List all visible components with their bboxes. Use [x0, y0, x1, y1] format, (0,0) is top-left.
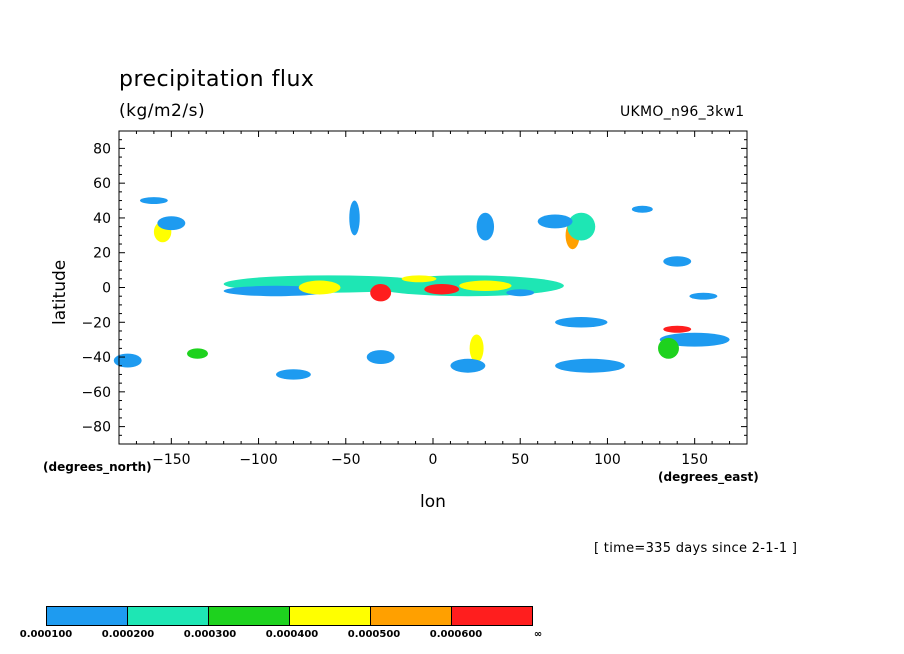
colorbar: [46, 606, 533, 626]
precip-region: [276, 369, 311, 380]
precip-region: [476, 212, 495, 241]
x-tick-label: 100: [594, 452, 621, 468]
y-tick-label: −40: [81, 350, 111, 366]
y-tick-label: 0: [102, 281, 111, 297]
axis-ticks: −150 −100 −50 0 50 100 150 80 60 40 20 0 −20 −40 −60 −8…: [81, 130, 748, 468]
model-label: UKMO_n96_3kw1: [620, 104, 745, 120]
precip-region: [555, 358, 625, 373]
precip-region: [663, 325, 692, 333]
x-tick-label: 150: [681, 452, 708, 468]
precip-region: [567, 212, 596, 241]
x-axis-label: lon: [420, 492, 446, 512]
y-tick-label: −60: [81, 385, 111, 401]
colorbar-swatch: [127, 606, 209, 626]
colorbar-label: 0.000200: [101, 629, 155, 640]
time-label: [ time=335 days since 2-1-1 ]: [594, 541, 798, 556]
colorbar-label: 0.000500: [347, 629, 401, 640]
y-axis-label: latitude: [50, 259, 70, 325]
colorbar-swatch: [208, 606, 290, 626]
colorbar-swatch: [289, 606, 371, 626]
precip-region: [469, 334, 484, 363]
colorbar-swatch: [370, 606, 452, 626]
colorbar-label: ∞: [533, 629, 543, 640]
precip-region: [157, 216, 186, 231]
y-tick-label: −20: [81, 315, 111, 331]
precip-region: [113, 353, 142, 368]
chart-title: precipitation flux: [119, 67, 315, 92]
precip-region: [366, 350, 395, 365]
chart-units: (kg/m2/s): [119, 101, 206, 121]
colorbar-label: 0.000300: [183, 629, 237, 640]
y-tick-label: 40: [93, 211, 111, 227]
x-tick-label: 0: [429, 452, 438, 468]
y-axis-units: (degrees_north): [43, 460, 152, 474]
precip-region: [459, 280, 512, 291]
colorbar-label: 0.000400: [265, 629, 319, 640]
precip-region: [401, 275, 437, 283]
x-tick-label: 50: [511, 452, 529, 468]
colorbar-swatch: [451, 606, 533, 626]
x-tick-label: −100: [239, 452, 277, 468]
precip-region: [506, 289, 535, 297]
colorbar-label: 0.000100: [19, 629, 73, 640]
colorbar-swatch: [46, 606, 128, 626]
x-axis-units: (degrees_east): [658, 470, 759, 484]
colorbar-label: 0.000600: [429, 629, 483, 640]
precip-region: [537, 214, 573, 229]
x-tick-label: −50: [331, 452, 361, 468]
precip-region: [370, 284, 392, 302]
y-tick-label: −80: [81, 420, 111, 436]
precip-region: [631, 205, 653, 213]
precip-region: [187, 348, 208, 359]
precip-region: [139, 197, 168, 205]
precip-field: [113, 197, 730, 380]
y-tick-label: 80: [93, 141, 111, 157]
precip-region: [450, 358, 486, 373]
precip-region: [658, 337, 679, 359]
y-tick-label: 60: [93, 176, 111, 192]
precip-region: [424, 284, 460, 295]
precip-region: [298, 280, 341, 295]
precip-region: [663, 256, 692, 267]
precip-region: [555, 317, 608, 328]
precip-region: [349, 200, 360, 236]
precip-region: [689, 292, 718, 300]
x-tick-label: −150: [152, 452, 190, 468]
y-tick-label: 20: [93, 246, 111, 262]
